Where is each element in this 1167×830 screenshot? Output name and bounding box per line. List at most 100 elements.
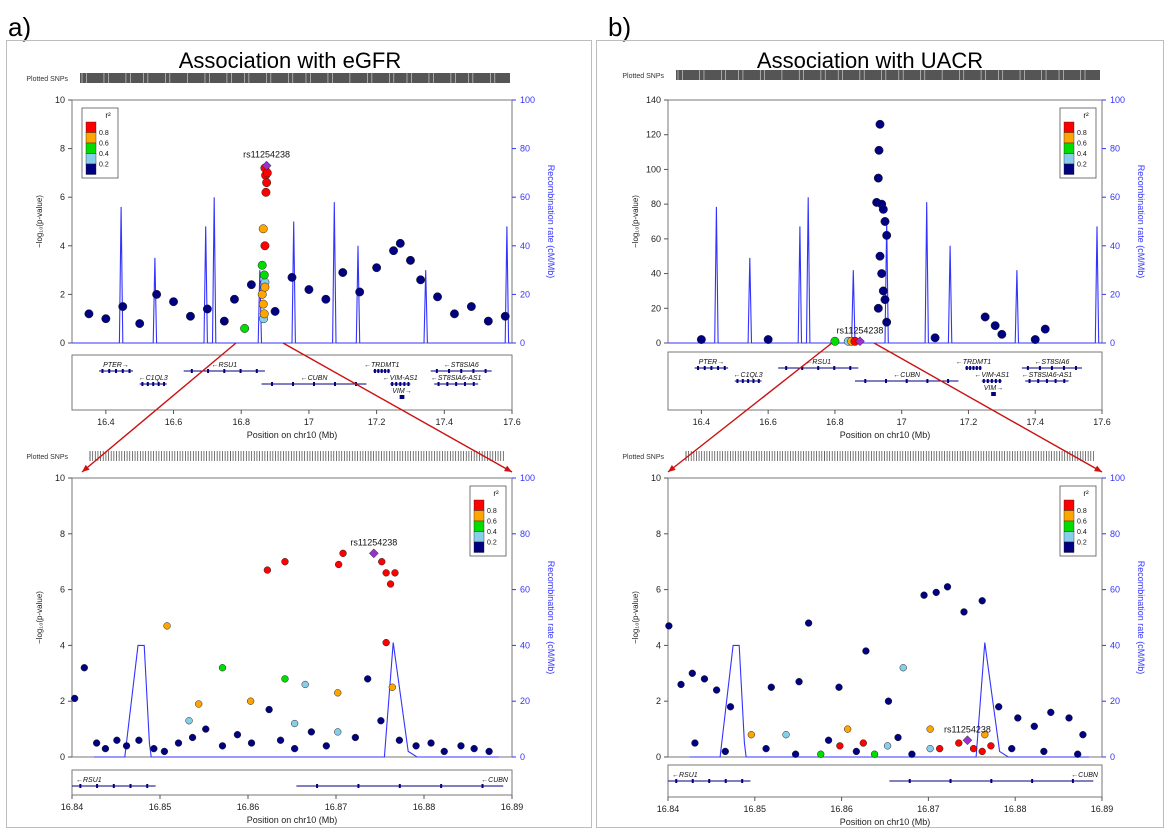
snp-point xyxy=(844,725,852,733)
snp-point xyxy=(836,742,844,750)
snp-point xyxy=(1079,731,1087,739)
snp-point xyxy=(395,736,404,744)
y2-tick-label: 0 xyxy=(520,338,525,348)
y-axis-label: −log₁₀(p-value) xyxy=(35,195,44,248)
zoom-arrowhead xyxy=(82,464,90,472)
gene-label-rsu1: ←RSU1 xyxy=(76,777,102,784)
gene-label-vim-as1: ←VIM-AS1 xyxy=(383,375,418,382)
x-tick-label: 16.89 xyxy=(1091,804,1114,814)
snp-point xyxy=(218,664,227,672)
x-tick-label: 16.84 xyxy=(61,802,84,812)
gene-label-c1ql3: ←C1QL3 xyxy=(734,372,763,379)
gene-exon xyxy=(463,382,466,386)
y2-axis-label: Recombination rate (cM/Mb) xyxy=(1136,561,1146,675)
snp-point xyxy=(219,316,229,326)
recombination-rate-line xyxy=(689,642,1089,758)
y2-tick-label: 60 xyxy=(1110,192,1120,202)
lead-snp-marker xyxy=(962,735,973,746)
x-tick-label: 16.4 xyxy=(693,417,711,427)
gene-exon xyxy=(965,366,968,370)
gene-exon xyxy=(128,369,131,373)
snp-point xyxy=(195,700,203,708)
r2-legend-swatch xyxy=(473,499,485,511)
x-tick-label: 16.8 xyxy=(232,417,250,427)
x-tick-label: 16.8 xyxy=(826,417,844,427)
snp-point xyxy=(870,750,879,758)
gene-exon xyxy=(703,366,706,370)
snp-point xyxy=(270,306,280,316)
snp-point xyxy=(677,680,685,689)
snp-point xyxy=(321,294,331,304)
snp-point xyxy=(767,683,775,691)
gene-exon xyxy=(969,366,972,370)
gene-exon xyxy=(849,366,852,370)
x-tick-label: 16.88 xyxy=(413,802,436,812)
gene-exon xyxy=(908,779,911,783)
snp-point xyxy=(202,725,210,733)
y2-tick-label: 20 xyxy=(520,289,530,299)
r2-legend-label: 0.4 xyxy=(487,529,497,536)
snp-point xyxy=(339,549,347,557)
snp-point xyxy=(185,717,193,725)
snp-point xyxy=(186,311,195,321)
y2-tick-label: 20 xyxy=(1110,289,1120,299)
y2-axis-label: Recombination rate (cM/Mb) xyxy=(546,165,556,279)
y2-tick-label: 60 xyxy=(520,585,530,595)
snp-point xyxy=(960,608,968,616)
y-tick-label: 10 xyxy=(55,95,65,105)
snp-point xyxy=(763,335,773,344)
panel-title-egfr: Association with eGFR xyxy=(178,48,402,73)
snp-point xyxy=(433,292,442,302)
plot-area xyxy=(667,477,1103,758)
y-tick-label: 4 xyxy=(60,640,65,650)
r2-legend-swatch xyxy=(473,520,485,532)
snp-point xyxy=(338,268,348,277)
snp-point xyxy=(882,317,892,327)
gene-exon xyxy=(994,379,997,383)
lead-snp-marker xyxy=(855,336,865,347)
zoom-connector xyxy=(282,342,513,473)
snp-point xyxy=(395,238,405,248)
gene-exon xyxy=(710,366,713,370)
gene-exon xyxy=(146,382,149,386)
panel-title-uacr: Association with UACR xyxy=(756,48,984,73)
gene-exon xyxy=(1045,379,1048,383)
r2-legend-label: 0.6 xyxy=(1077,141,1087,148)
snp-point xyxy=(873,173,883,183)
gene-label-pter: PTER→ xyxy=(103,362,129,369)
x-tick-label: 17 xyxy=(304,417,314,427)
panel-a-frame xyxy=(6,40,592,828)
x-tick-label: 17.6 xyxy=(503,417,521,427)
snp-point xyxy=(835,683,843,691)
r2-legend-label: 0.2 xyxy=(1077,162,1087,169)
r2-legend-swatch xyxy=(1063,531,1075,543)
snp-point xyxy=(978,747,986,756)
x-tick-label: 17.4 xyxy=(1026,417,1044,427)
snp-point xyxy=(726,703,735,711)
y-tick-label: 10 xyxy=(55,473,65,483)
snp-point xyxy=(1047,708,1055,717)
snp-point xyxy=(1030,722,1038,730)
zoom-connector xyxy=(873,342,1103,473)
snp-point xyxy=(817,750,825,758)
r2-legend-title: r² xyxy=(1083,489,1089,498)
gene-exon xyxy=(448,369,451,373)
snp-point xyxy=(355,287,365,297)
lead-snp-marker xyxy=(261,160,272,171)
y-tick-label: 80 xyxy=(651,199,661,209)
gene-exon xyxy=(407,382,410,386)
r2-legend-swatch xyxy=(85,153,97,165)
snp-point xyxy=(218,742,227,750)
gene-exon xyxy=(675,779,678,783)
gene-exon xyxy=(121,369,124,373)
snp-point xyxy=(877,269,887,279)
r2-legend-label: 0.4 xyxy=(1077,529,1087,536)
r2-legend-swatch xyxy=(85,142,97,154)
r2-legend-label: 0.6 xyxy=(487,519,497,526)
gene-exon xyxy=(986,379,989,383)
y2-axis-label: Recombination rate (cM/Mb) xyxy=(1136,165,1146,279)
snp-point xyxy=(416,275,426,285)
gene-exon xyxy=(975,366,978,370)
snp-point xyxy=(926,725,934,733)
